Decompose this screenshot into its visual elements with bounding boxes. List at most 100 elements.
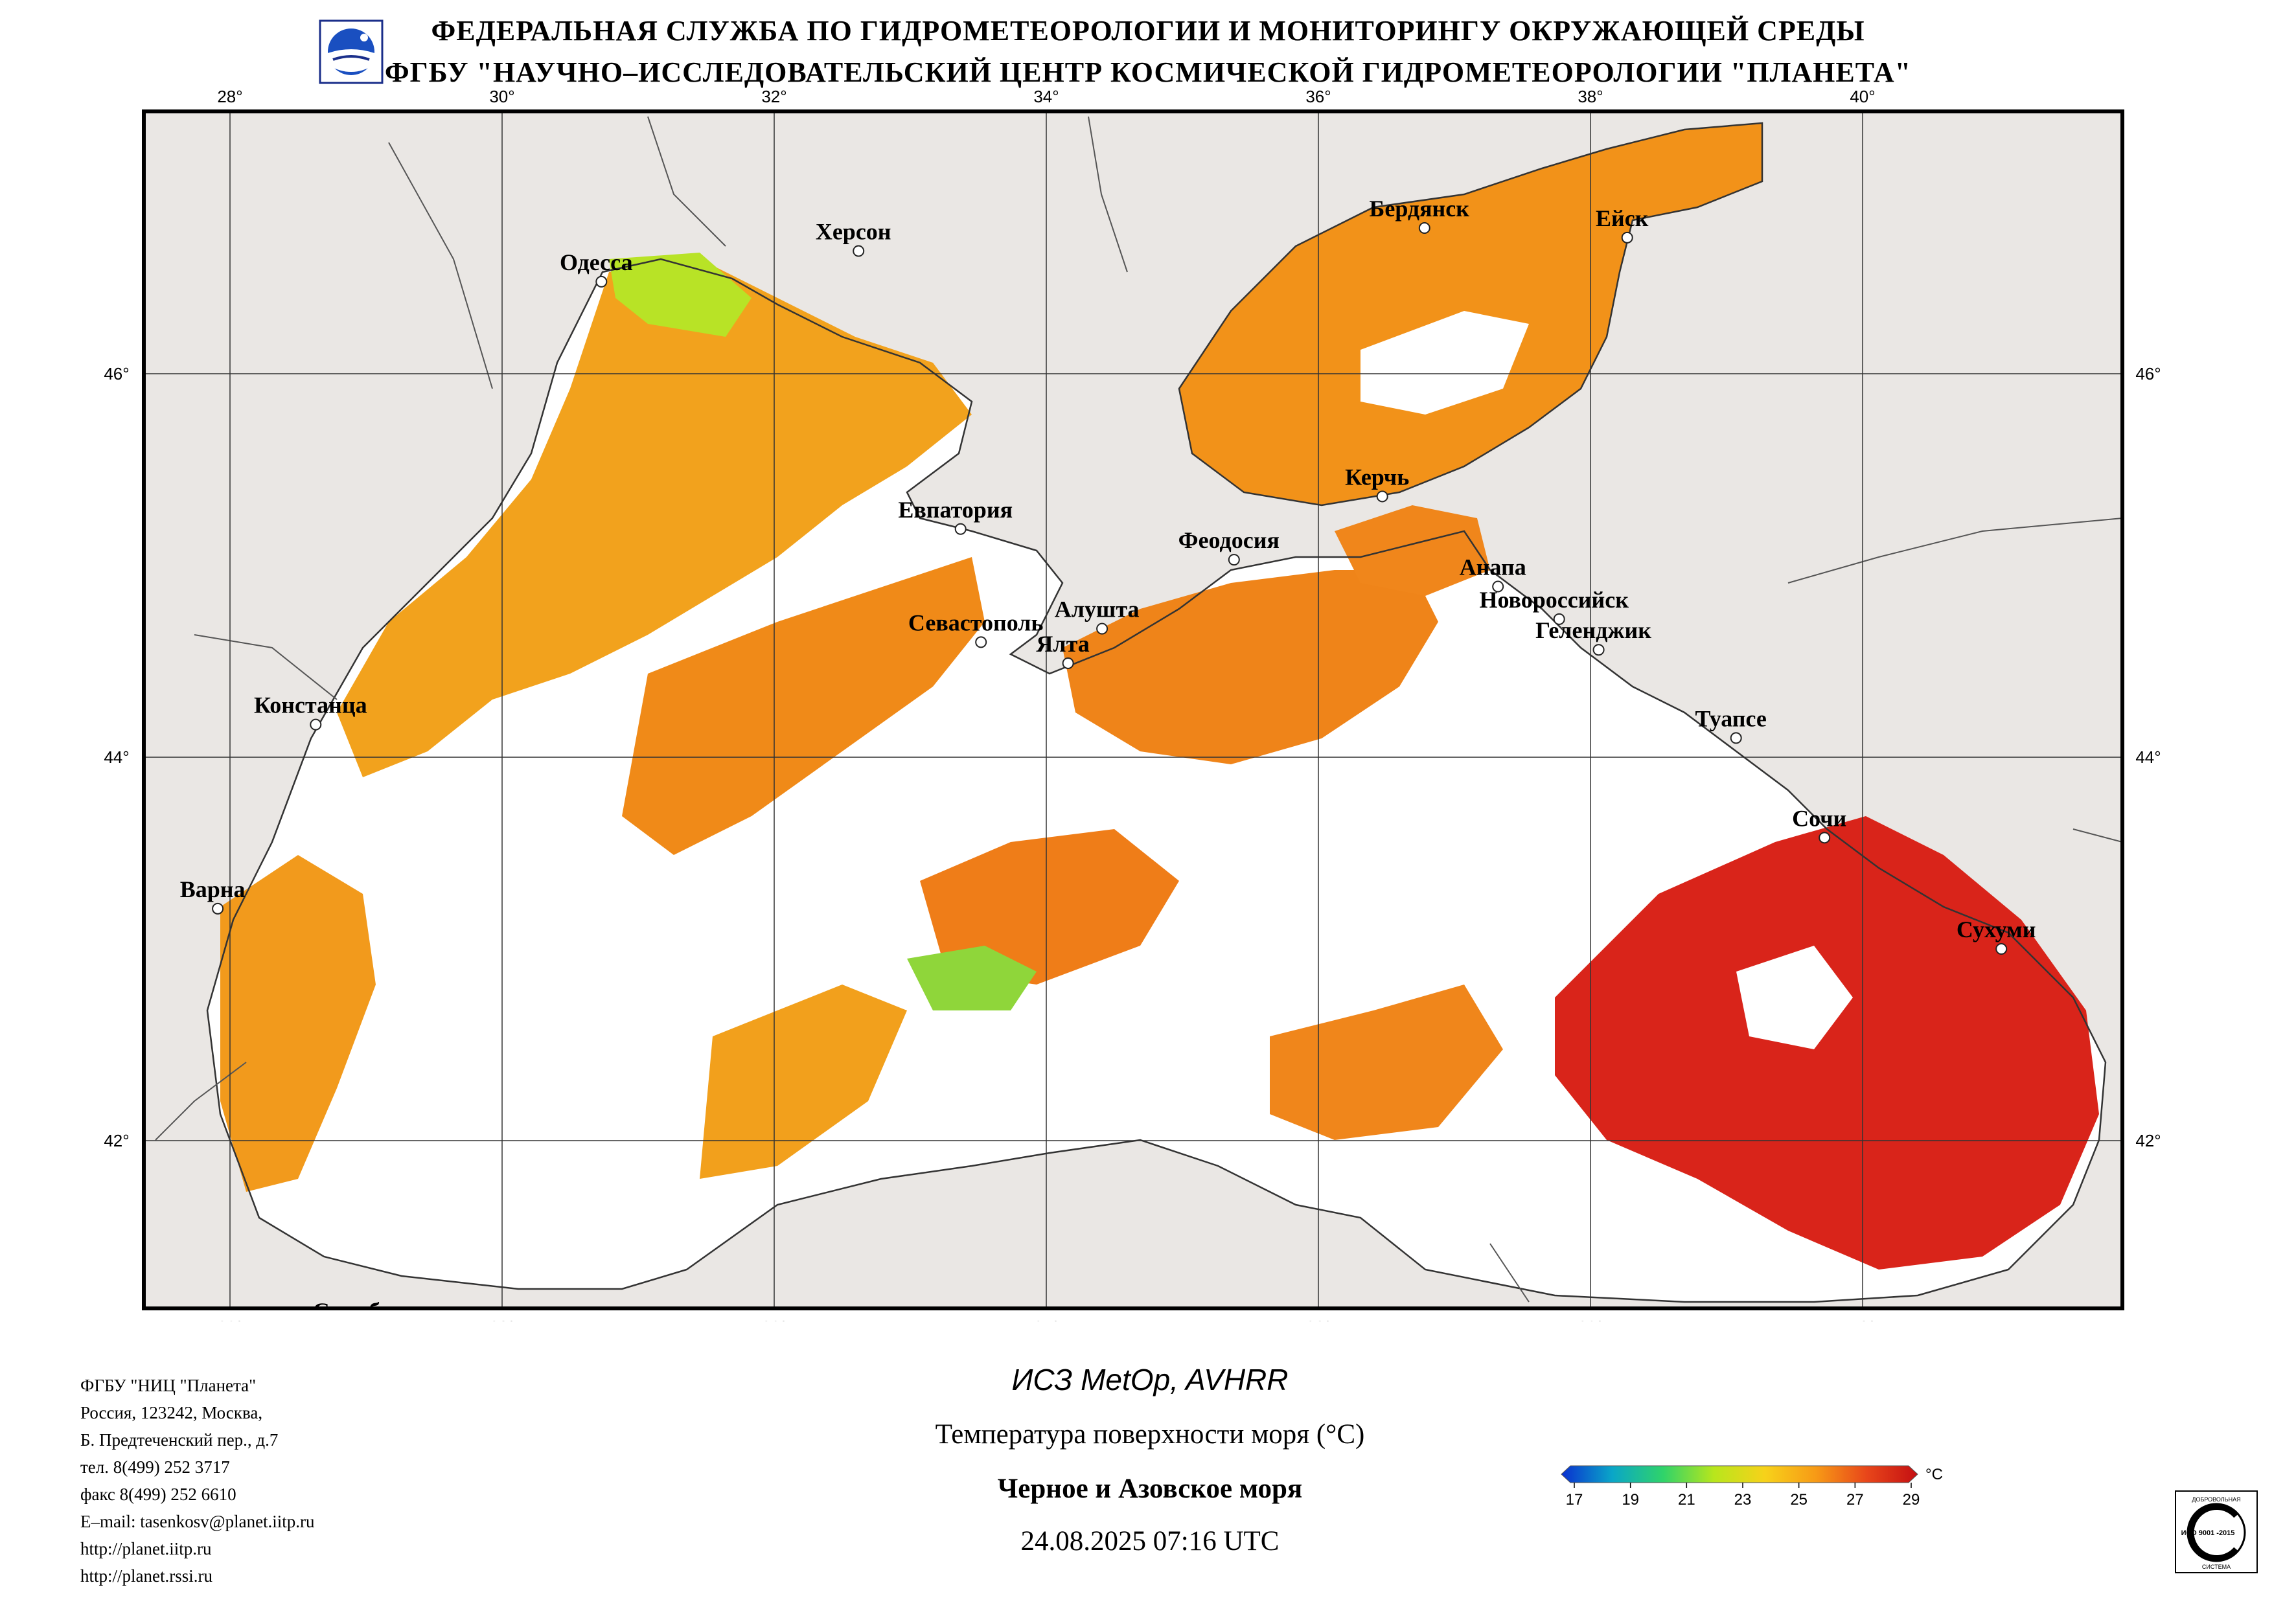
city-marker [1621,231,1633,244]
longitude-tick-label: 36° [1305,1317,1331,1321]
contact-url: http://planet.rssi.ru [80,1566,212,1586]
city-label: Севастополь [908,610,1044,635]
city-label: Анапа [1460,554,1526,580]
contact-line: Россия, 123242, Москва, [80,1403,263,1422]
sst-patch-crimea-west [622,557,985,855]
colorbar-tick-label: 23 [1734,1491,1752,1509]
latitude-tick-label: 42° [2135,1131,2161,1150]
city-marker [1376,490,1388,503]
city-marker [1228,554,1240,566]
colorbar-tick-label: 25 [1790,1491,1808,1509]
city-label: Ейск [1596,205,1649,231]
sst-patch-nw-shelf [337,259,972,777]
iso-badge-main: ИСО 9001 -2015 [2181,1529,2235,1537]
longitude-tick-label: 40° [1850,1317,1875,1321]
contact-block: ФГБУ "НИЦ "Планета" Россия, 123242, Моск… [80,1372,315,1590]
sst-patch-south-central [700,985,907,1179]
city-marker [212,902,224,915]
colorbar-tick-label: 21 [1678,1491,1695,1509]
city-label: Керчь [1345,464,1409,490]
longitude-tick-label: 38° [1578,87,1603,106]
city-label: Ялта [1036,631,1089,657]
satellite-label: ИСЗ MetOp, AVHRR [1011,1363,1289,1396]
border-lines [155,116,2122,1303]
longitude-tick-label: 34° [1033,1317,1059,1321]
iso-certificate-badge: ДОБРОВОЛЬНАЯ ИСО 9001 -2015 СИСТЕМА [2175,1490,2258,1573]
longitude-tick-label: 28° [217,1317,242,1321]
longitude-tick-label: 32° [761,1317,786,1321]
parameter-label: Температура поверхности моря (°C) [935,1419,1365,1450]
sst-cloud-southeast [1736,946,1853,1049]
contact-line: ФГБУ "НИЦ "Планета" [80,1376,257,1395]
longitude-tick-label: 34° [1033,87,1059,106]
city-marker [1062,657,1074,669]
city-marker [1730,732,1742,744]
longitude-tick-label: 36° [1305,87,1331,106]
city-marker [1418,222,1430,234]
city-label: Херсон [816,219,891,245]
coordinate-grid [144,111,2122,1308]
contact-line: Б. Предтеченский пер., д.7 [80,1430,279,1450]
agency-logo [319,19,384,84]
sst-patch-sw [220,855,376,1192]
longitude-tick-label: 30° [489,1317,514,1321]
city-label: Сочи [1792,805,1846,831]
city-marker [1995,943,2008,955]
latitude-tick-label: 44° [104,747,129,767]
iso-badge-top: ДОБРОВОЛЬНАЯ [2192,1496,2240,1503]
region-label: Черное и Азовское моря [997,1474,1303,1504]
colorbar-tick-label: 17 [1566,1491,1583,1509]
city-marker [1553,613,1565,625]
city-label: Новороссийск [1479,587,1629,613]
city-marker [1492,580,1504,593]
city-label: Констанца [254,692,367,718]
longitude-tick-label: 28° [217,87,242,106]
longitude-tick-label: 40° [1850,87,1875,106]
colorbar-gradient [1561,1465,1918,1483]
contact-url: http://planet.iitp.ru [80,1539,212,1558]
contact-email: E–mail: tasenkosv@planet.iitp.ru [80,1512,315,1531]
city-marker [595,275,608,288]
azov-coastline [1178,122,1763,507]
header-title-line1: ФЕДЕРАЛЬНАЯ СЛУЖБА ПО ГИДРОМЕТЕОРОЛОГИИ … [431,15,1865,47]
sst-map: Одесса Херсон Бердянск Ейск Евпатория Керчь Фе… [104,87,2161,1321]
city-label: Феодосия [1178,527,1280,553]
sst-patch-southeast [1555,816,2099,1270]
axis-tick-labels: 28° 28° 30° 30° 32° 32° 34° 34° 36° 36° 38° 38° 40° 4… [104,87,2161,1321]
city-marker [310,718,322,731]
latitude-tick-label: 42° [104,1131,129,1150]
latitude-tick-label: 46° [104,364,129,383]
city-label: Стамбул [313,1298,404,1321]
colorbar-tick-label: 19 [1622,1491,1639,1509]
sst-patch-south [1270,985,1503,1140]
colorbar-unit: °C [1925,1466,1943,1483]
city-label: Сухуми [1957,917,2036,942]
sst-patch-crimea-south [1062,570,1438,764]
city-marker [853,245,865,257]
datetime-label: 24.08.2025 07:16 UTC [1020,1526,1280,1556]
sst-patch-kerch [1335,505,1490,596]
colorbar: 17 19 21 23 25 27 29 °C [1561,1465,1943,1509]
longitude-tick-label: 30° [489,87,514,106]
city-marker [1096,622,1108,635]
city-label: Туапсе [1695,705,1766,731]
header-title-line2: ФГБУ "НАУЧНО–ИССЛЕДОВАТЕЛЬСКИЙ ЦЕНТР КОС… [384,56,1912,88]
latitude-tick-label: 44° [2135,747,2161,767]
longitude-tick-label: 38° [1578,1317,1603,1321]
city-marker [1819,832,1831,844]
latitude-tick-label: 46° [2135,364,2161,383]
azov-cloud-patch [1360,311,1529,415]
city-label: Геленджик [1535,617,1651,643]
contact-line: факс 8(499) 252 6610 [80,1485,236,1504]
city-label: Бердянск [1370,196,1470,222]
colorbar-tick-label: 27 [1846,1491,1864,1509]
map-frame [142,109,2124,1310]
coastline [206,258,2107,1303]
city-label: Евпатория [898,497,1013,523]
city-markers: Одесса Херсон Бердянск Ейск Евпатория Керчь Фе… [180,196,2036,1321]
colorbar-ticks: 17 19 21 23 25 27 29 [1566,1483,1920,1509]
city-label: Алушта [1055,597,1140,622]
contact-line: тел. 8(499) 252 3717 [80,1457,230,1477]
longitude-tick-label: 32° [761,87,786,106]
city-marker [1592,644,1605,656]
